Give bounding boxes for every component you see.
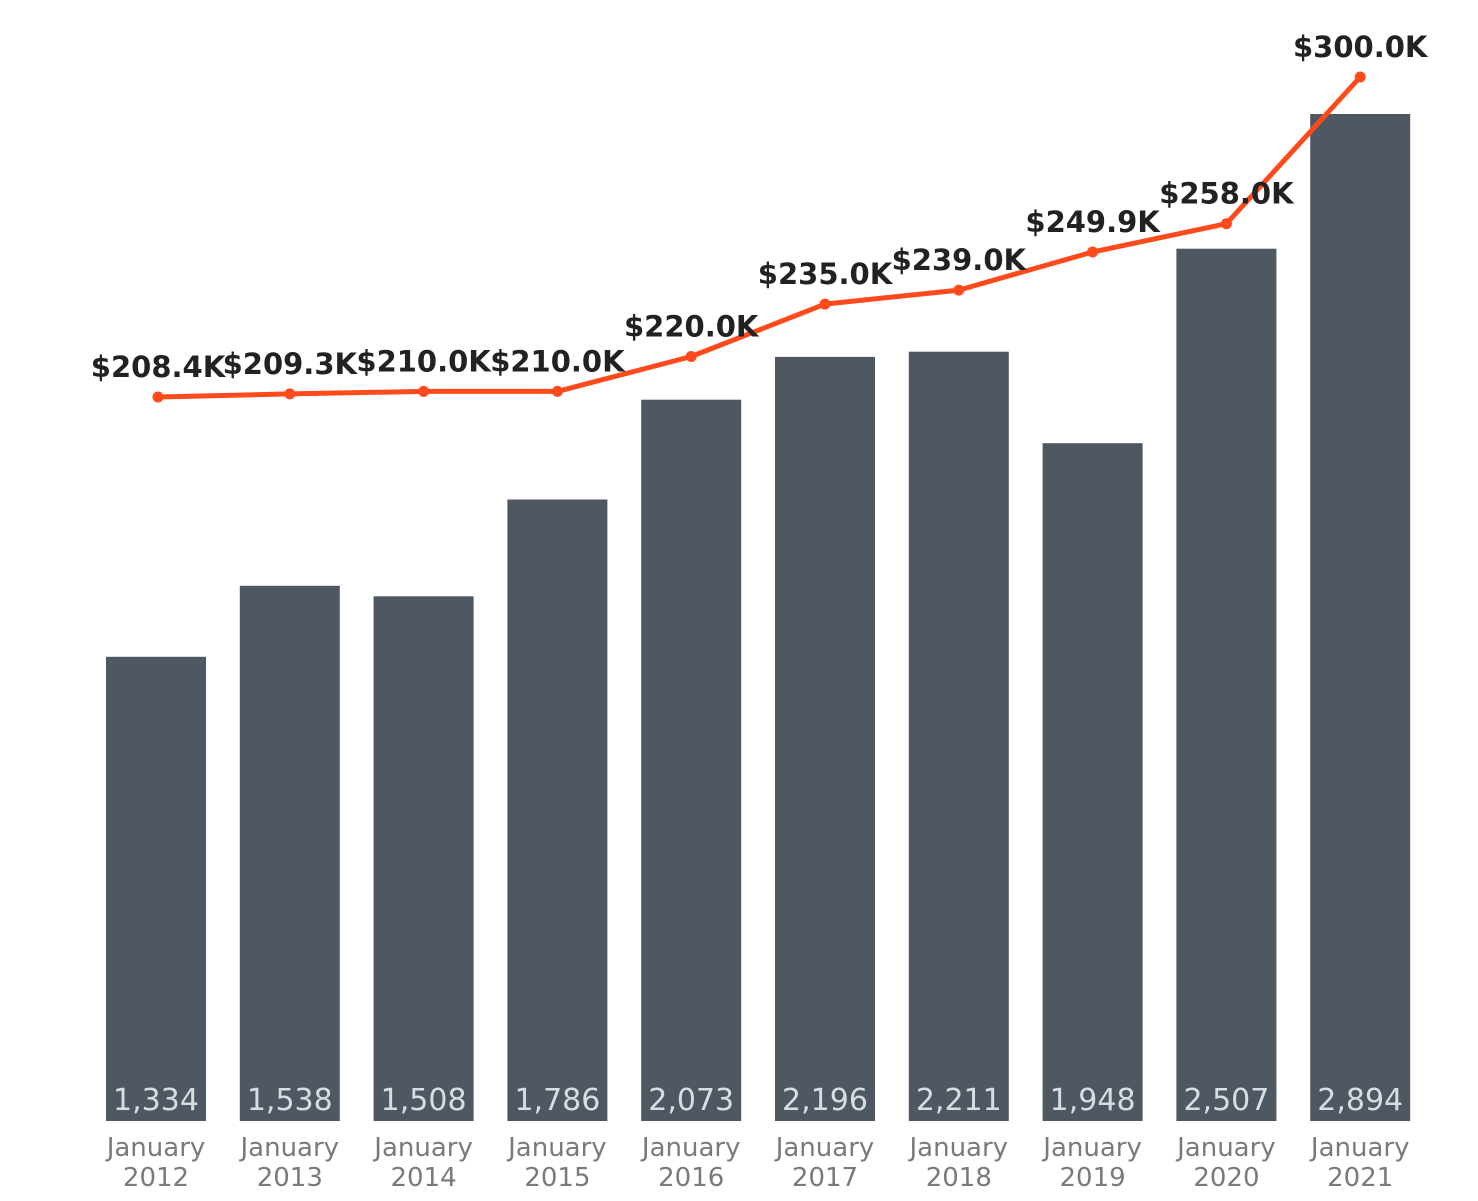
bar-value-label: 2,894 — [1317, 1083, 1403, 1118]
x-tick-year: 2014 — [391, 1163, 457, 1193]
bar-value-label: 2,211 — [916, 1083, 1002, 1118]
bar-2014 — [373, 596, 474, 1121]
x-tick-year: 2021 — [1327, 1163, 1393, 1193]
price-point-2018 — [953, 284, 965, 296]
bar-value-label: 2,196 — [782, 1083, 868, 1118]
bar-value-label: 1,508 — [381, 1083, 467, 1118]
bar-value-label: 1,334 — [113, 1083, 199, 1118]
x-tick-year: 2015 — [524, 1163, 590, 1193]
price-value-label: $220.0K — [624, 310, 760, 344]
x-tick-month: January — [908, 1133, 1009, 1163]
bar-2021 — [1310, 114, 1411, 1121]
bar-value-label: 2,507 — [1183, 1083, 1269, 1118]
price-point-2012 — [152, 391, 164, 403]
x-tick-month: January — [1041, 1133, 1142, 1163]
x-tick-year: 2018 — [926, 1163, 992, 1193]
x-tick-month: January — [372, 1133, 473, 1163]
bar-2013 — [239, 585, 340, 1121]
bar-value-label: 1,538 — [247, 1083, 333, 1118]
price-value-label: $209.3K — [223, 347, 359, 381]
price-point-2017 — [819, 298, 831, 310]
price-point-2014 — [418, 385, 430, 397]
bar-2020 — [1176, 248, 1277, 1121]
price-point-2015 — [551, 385, 563, 397]
bar-2012 — [106, 656, 206, 1121]
x-tick-month: January — [105, 1133, 206, 1163]
price-point-2020 — [1220, 218, 1232, 230]
x-axis-ticks: January2012January2013January2014January… — [105, 1133, 1410, 1193]
price-value-label: $249.9K — [1025, 205, 1161, 239]
x-tick-month: January — [1309, 1133, 1410, 1163]
x-tick-year: 2019 — [1060, 1163, 1126, 1193]
x-tick-year: 2013 — [257, 1163, 323, 1193]
bar-value-label: 1,786 — [514, 1083, 600, 1118]
price-value-label: $210.0K — [356, 344, 492, 378]
bar-2019 — [1042, 443, 1143, 1121]
price-line — [155, 74, 1363, 400]
price-point-2013 — [284, 388, 296, 400]
x-tick-month: January — [774, 1133, 875, 1163]
x-tick-year: 2012 — [123, 1163, 189, 1193]
x-tick-month: January — [640, 1133, 741, 1163]
labels-layer: 1,334 1,538 1,508 1,786 2,073 2,196 2,211 1,948… — [91, 30, 1429, 1118]
x-tick-year: 2017 — [792, 1163, 858, 1193]
price-value-label: $300.0K — [1293, 30, 1429, 64]
price-value-label: $210.0K — [490, 344, 626, 378]
price-value-label: $239.0K — [892, 243, 1028, 277]
price-point-2019 — [1087, 246, 1099, 258]
x-tick-year: 2020 — [1193, 1163, 1259, 1193]
price-line-layer — [152, 71, 1366, 403]
bar-2018 — [908, 351, 1009, 1121]
price-point-2016 — [685, 351, 697, 362]
bar-value-label: 1,948 — [1050, 1083, 1136, 1118]
bar-value-label: 2,073 — [648, 1083, 734, 1118]
bar-2015 — [507, 499, 608, 1121]
price-value-label: $235.0K — [758, 257, 894, 291]
price-value-label: $258.0K — [1159, 177, 1295, 211]
bar-2016 — [641, 399, 742, 1121]
x-tick-month: January — [239, 1133, 340, 1163]
bars-layer — [106, 114, 1411, 1121]
price-point-2021 — [1354, 71, 1366, 83]
price-value-label: $208.4K — [91, 350, 227, 384]
x-tick-month: January — [506, 1133, 607, 1163]
bar-2017 — [775, 356, 875, 1121]
x-tick-month: January — [1175, 1133, 1276, 1163]
x-tick-year: 2016 — [658, 1163, 724, 1193]
